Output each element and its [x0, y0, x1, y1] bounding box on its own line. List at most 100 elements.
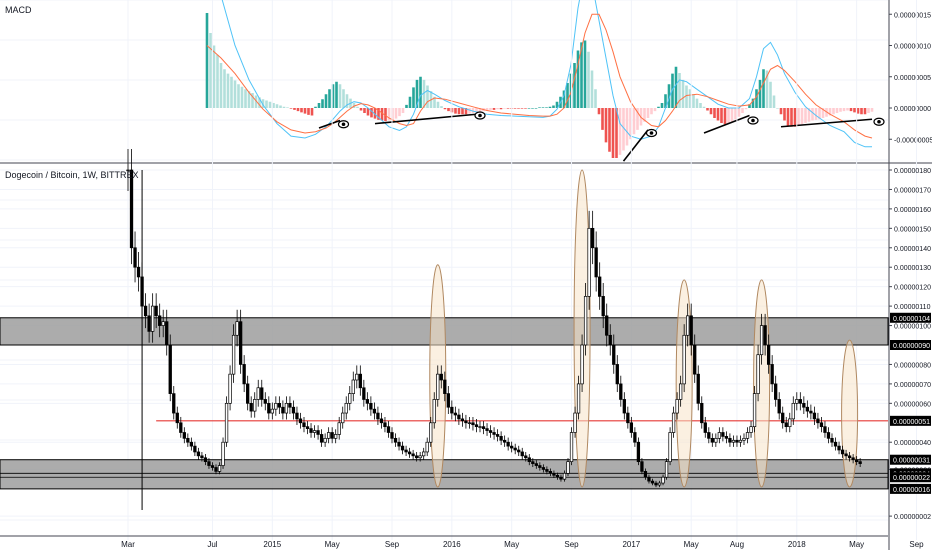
candle-down: [263, 399, 267, 404]
macd-histogram-bar: [590, 70, 594, 108]
macd-histogram-bar: [846, 108, 849, 111]
macd-histogram-bar: [443, 108, 447, 110]
candle-up: [587, 227, 591, 297]
macd-histogram-bar: [664, 94, 667, 108]
candle-down: [851, 457, 855, 461]
price-label-box: [890, 472, 931, 483]
macd-histogram-bar: [226, 73, 230, 108]
macd-histogram-bar: [688, 89, 692, 108]
candle-up: [425, 441, 429, 453]
candle-up: [224, 402, 229, 443]
macd-histogram-bar: [709, 108, 713, 115]
macd-histogram-bar: [601, 108, 604, 130]
candle-up: [580, 344, 584, 385]
candle-up: [749, 426, 753, 433]
macd-histogram-bar: [667, 84, 671, 108]
price-y-tick-label: 0.00000002: [894, 514, 931, 521]
macd-histogram-bar: [422, 79, 426, 108]
candle-up: [422, 451, 426, 457]
candle-down: [766, 344, 771, 365]
candle-down: [619, 383, 623, 400]
candle-down: [316, 430, 320, 435]
macd-histogram-bar: [762, 69, 765, 108]
candle-down: [805, 406, 810, 412]
candle-up: [326, 432, 331, 439]
candle-down: [721, 432, 725, 437]
macd-histogram-bar: [807, 108, 811, 122]
candle-up: [221, 441, 225, 466]
candle-down: [189, 441, 194, 447]
macd-histogram-bar: [769, 81, 772, 108]
candle-down: [358, 373, 362, 389]
macd-histogram-bar: [454, 108, 457, 114]
macd-histogram-bar: [335, 81, 338, 108]
candle-down: [404, 449, 408, 453]
macd-trendline: [622, 129, 649, 162]
candle-down: [488, 430, 493, 433]
candle-down: [531, 461, 535, 464]
candle-down: [330, 432, 334, 439]
macd-histogram-bar: [804, 108, 807, 123]
candle-down: [379, 418, 384, 424]
candle-up: [752, 393, 757, 428]
macd-histogram-bar: [650, 108, 653, 115]
macd-histogram-bar: [240, 86, 244, 108]
macd-histogram-bar: [370, 108, 373, 118]
candle-down: [703, 422, 707, 433]
candle-down: [129, 169, 134, 249]
macd-histogram-bar: [363, 108, 366, 113]
macd-trendline: [703, 114, 750, 134]
candle-down: [777, 399, 781, 414]
macd-histogram-bar: [419, 76, 422, 108]
time-axis-label: Jul: [207, 540, 217, 549]
candle-down: [643, 471, 648, 478]
macd-histogram-bar: [566, 83, 569, 108]
candle-down: [633, 432, 637, 443]
macd-histogram-bar: [377, 108, 380, 120]
macd-histogram-bar: [352, 103, 356, 108]
macd-histogram-bar: [247, 91, 251, 108]
macd-histogram-bar: [856, 108, 860, 114]
candle-down: [242, 364, 246, 385]
candle-up: [355, 373, 359, 381]
candle-down: [319, 434, 324, 443]
time-axis-label: Sep: [564, 540, 579, 549]
candle-down: [534, 463, 538, 466]
macd-histogram-bar: [520, 108, 524, 109]
candle-down: [520, 451, 524, 457]
candle-down: [798, 399, 802, 404]
price-label: 0.00000031: [893, 458, 930, 465]
macd-histogram-bar: [415, 79, 419, 108]
macd-histogram-bar: [303, 108, 307, 114]
macd-histogram-bar: [821, 108, 825, 118]
macd-histogram-bar: [223, 69, 226, 108]
macd-y-tick-label: 0.00000000: [894, 106, 931, 113]
macd-histogram-bar: [489, 108, 492, 110]
time-axis-label: 2018: [788, 540, 806, 549]
price-label: 0.00000104: [893, 316, 930, 323]
macd-histogram-bar: [867, 108, 870, 113]
candle-up: [217, 465, 222, 472]
candle-down: [207, 461, 211, 466]
macd-histogram-bar: [401, 108, 405, 113]
candle-down: [735, 439, 739, 443]
candle-up: [150, 305, 155, 332]
macd-histogram-bar: [457, 108, 461, 115]
candle-down: [636, 441, 641, 463]
candle-down: [393, 437, 398, 443]
macd-histogram-bar: [485, 108, 489, 111]
candle-down: [510, 445, 514, 449]
macd-histogram-bar: [209, 33, 212, 108]
macd-histogram-bar: [625, 108, 629, 146]
macd-histogram-bar: [324, 94, 328, 108]
candle-up: [418, 455, 422, 459]
candle-down: [376, 412, 380, 420]
macd-histogram-bar: [373, 108, 377, 119]
candle-down: [302, 422, 306, 428]
macd-histogram-bar: [205, 13, 209, 108]
macd-histogram-bar: [408, 96, 412, 108]
candle-up: [284, 402, 289, 414]
macd-histogram-bar: [765, 70, 769, 108]
macd-histogram-bar: [296, 108, 300, 112]
